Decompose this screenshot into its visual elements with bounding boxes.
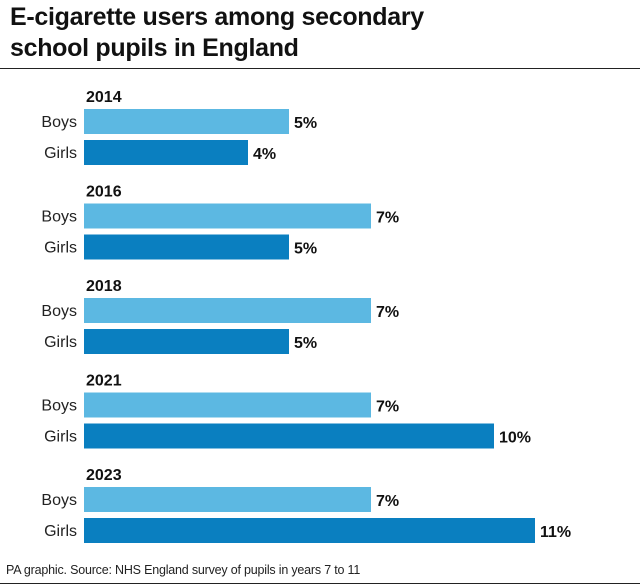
category-label-2016-boys: Boys — [41, 209, 77, 226]
value-label-2016-boys: 7% — [376, 210, 399, 227]
bar-2014-girls — [84, 140, 248, 165]
value-label-2021-girls: 10% — [499, 430, 531, 447]
category-label-2018-girls: Girls — [44, 334, 77, 351]
bar-2021-girls — [84, 423, 494, 449]
category-label-2014-girls: Girls — [44, 145, 77, 162]
category-label-2018-boys: Boys — [41, 303, 77, 320]
value-label-2018-girls: 5% — [294, 335, 317, 352]
bar-2018-girls — [84, 329, 289, 354]
source-note: PA graphic. Source: NHS England survey o… — [6, 563, 361, 577]
category-label-2023-boys: Boys — [41, 492, 77, 509]
chart-title-line-1: E-cigarette users among secondary — [10, 3, 424, 31]
value-label-2021-boys: 7% — [376, 399, 399, 416]
chart-title: E-cigarette users among secondary school… — [10, 2, 424, 64]
category-label-2021-boys: Boys — [41, 398, 77, 415]
chart-title-line-2: school pupils in England — [10, 34, 299, 62]
category-label-2023-girls: Girls — [44, 523, 77, 540]
year-label-2016: 2016 — [86, 184, 122, 201]
bar-2018-boys — [84, 298, 371, 323]
bar-2016-boys — [84, 203, 371, 229]
bar-2023-boys — [84, 487, 371, 512]
title-divider — [0, 68, 640, 69]
year-label-2021: 2021 — [86, 373, 122, 390]
value-label-2023-girls: 11% — [540, 524, 571, 541]
value-label-2014-boys: 5% — [294, 115, 317, 132]
category-label-2021-girls: Girls — [44, 429, 77, 446]
bar-2014-boys — [84, 109, 289, 134]
bar-2023-girls — [84, 518, 535, 543]
value-label-2014-girls: 4% — [253, 146, 276, 163]
value-label-2023-boys: 7% — [376, 493, 399, 510]
category-label-2016-girls: Girls — [44, 240, 77, 257]
year-label-2018: 2018 — [86, 278, 122, 295]
bar-2016-girls — [84, 234, 289, 260]
category-label-2014-boys: Boys — [41, 114, 77, 131]
value-label-2016-girls: 5% — [294, 241, 317, 258]
year-label-2023: 2023 — [86, 467, 122, 484]
bar-2021-boys — [84, 392, 371, 418]
bottom-divider — [0, 583, 640, 584]
year-label-2014: 2014 — [86, 89, 122, 106]
bar-chart: 2014 Boys 5% Girls 4% 2016 Boys 7% Girls 5% 2018 Bo… — [41, 89, 571, 543]
value-label-2018-boys: 7% — [376, 304, 399, 321]
